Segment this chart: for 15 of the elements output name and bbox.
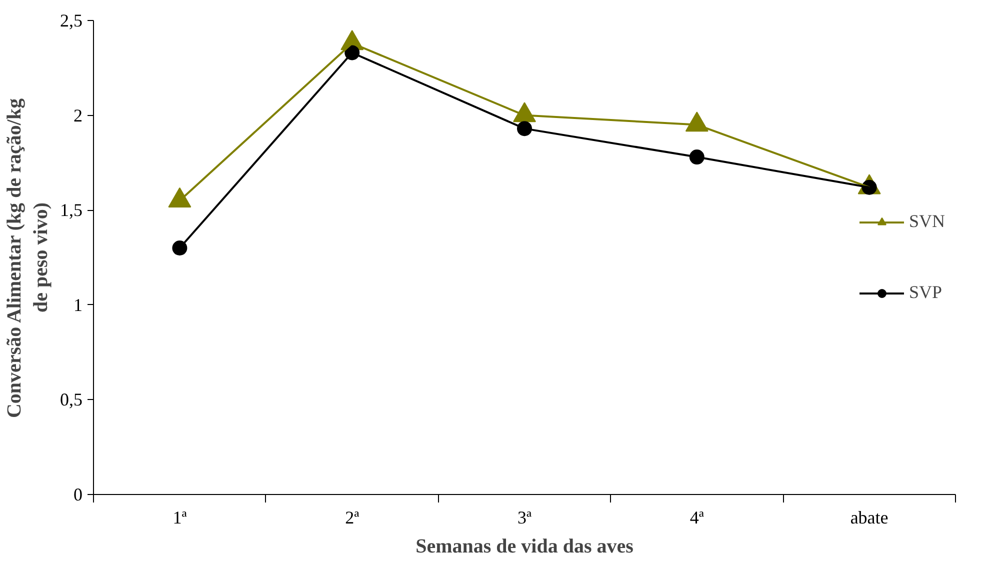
y-tick-label: 0,5 xyxy=(60,390,82,410)
x-tick-label: 3ª xyxy=(518,508,532,528)
y-tick-label: 0 xyxy=(74,484,82,504)
legend-label: SVN xyxy=(908,211,945,232)
y-tick-label: 1,5 xyxy=(60,200,82,220)
x-tick-label: 1ª xyxy=(172,508,187,528)
x-tick-label: 2ª xyxy=(345,508,360,528)
x-tick-label: 4ª xyxy=(690,508,704,528)
y-tick-label: 1 xyxy=(74,294,82,315)
y-tick-label: 2 xyxy=(74,105,82,126)
y-tick-label: 2,5 xyxy=(60,10,82,30)
y-axis-title: Conversão Alimentar (kg de ração/kg de peso vivo) xyxy=(4,98,52,418)
x-tick-label: abate xyxy=(850,508,888,528)
legend-label: SVP xyxy=(908,282,942,303)
x-axis-title: Semanas de vida das aves xyxy=(416,536,634,558)
